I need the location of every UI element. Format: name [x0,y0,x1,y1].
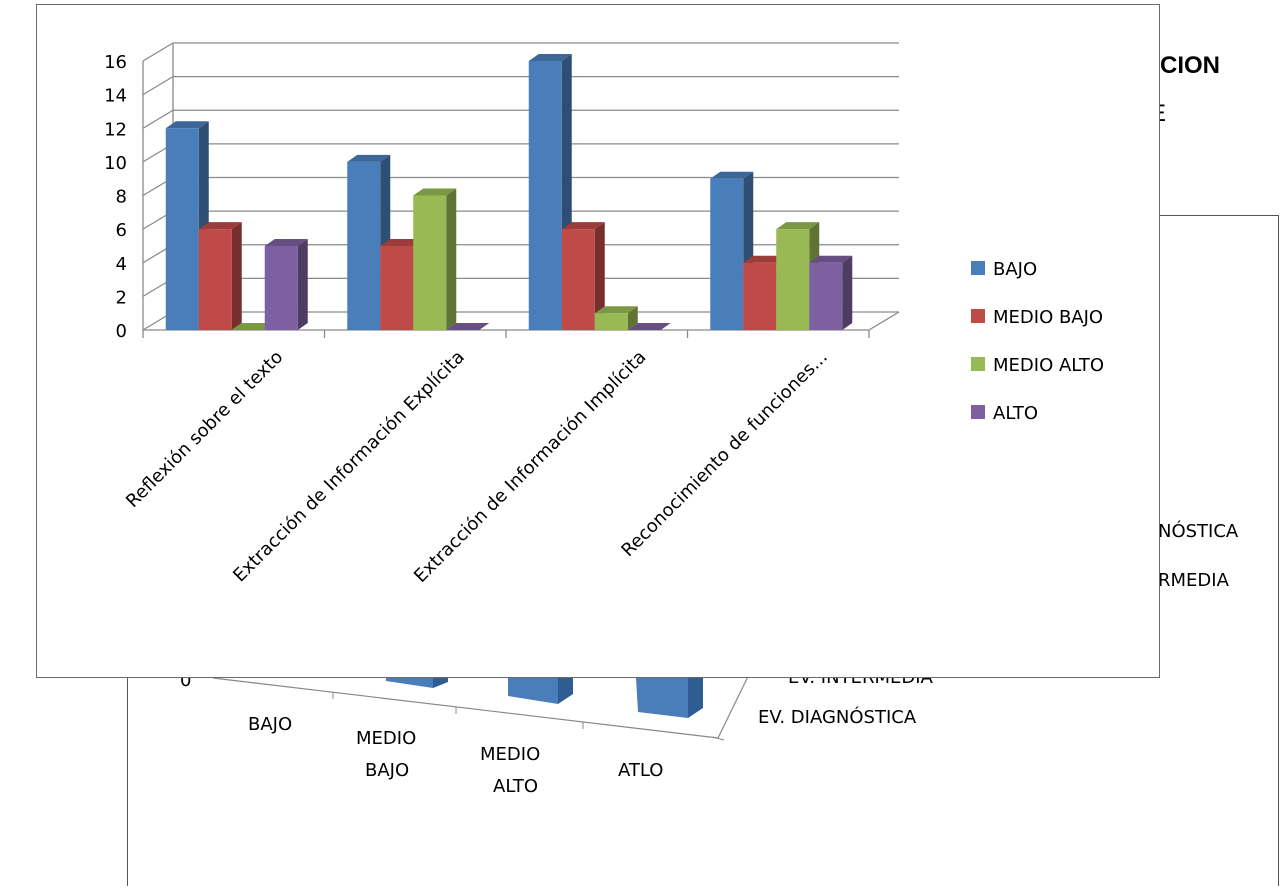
bar-top-face [743,255,787,263]
background-chart: 0 BAJO MEDIO BAJO MEDIO ALTO ATLO EV. IN… [180,520,1239,797]
bar-side-face [446,188,457,330]
bar-front-face [809,262,843,330]
bar-top-face [594,306,638,314]
back-tick-4 [712,736,725,741]
bar [198,222,242,330]
grid-diagonal [142,42,174,62]
background-title-fragment-1: CION [1160,52,1220,79]
bar-side-face [297,238,308,330]
y-tick-label: 8 [116,187,127,208]
back-category-bajo: BAJO [248,714,292,735]
bar-top-face [231,323,275,330]
bar-front-face [710,178,744,330]
bar-front-face [528,61,562,330]
bar-top-face [627,323,671,330]
bar-front-face [165,128,199,330]
bar-front-face [264,245,298,330]
legend-swatch [971,261,985,275]
bar-top-face [776,222,820,230]
back-category-medio-bajo-line2: BAJO [365,760,409,781]
back-category-medio-alto-line2: ALTO [493,776,538,797]
bar-top-face [528,54,572,61]
bar-front-face [380,245,414,330]
y-tick-label: 16 [104,52,127,73]
bar-top-face [561,222,605,230]
bar [231,323,275,330]
back-series-diagnostica: EV. DIAGNÓSTICA [758,706,917,728]
bar-front-face [594,313,628,330]
bar [446,323,490,330]
back-category-medio-alto-line1: MEDIO [480,744,540,765]
bar-top-face [809,255,853,263]
legend: BAJO MEDIO BAJO MEDIO ALTO ALTO [971,259,1104,424]
y-tick-label: 12 [104,119,127,140]
bar-top-face [446,323,490,330]
bar-top-face [264,238,308,246]
x-category-label: Reflexión sobre el texto [122,347,287,512]
bar-side-face [594,222,605,330]
bar-side-face [231,222,242,330]
bar-top-face [380,238,424,246]
back-legend-fragment-diagnostica: NÓSTICA [1158,520,1239,542]
back-bar-medio-alto [508,672,573,704]
back-legend-fragment-intermedia: RMEDIA [1158,570,1230,591]
bar-front-face [776,229,810,330]
bar-top-face [165,121,209,129]
legend-swatch [971,357,985,371]
bar-top-face [198,222,242,230]
bar [627,323,671,330]
bar-top-face [710,171,754,179]
chart-panel: 0 2 4 6 8 10 12 14 16 Reflexión sobre el texto Ext… [36,4,1160,678]
floor-right-edge [868,311,900,331]
bar-front-face [743,262,777,330]
bar [594,306,638,330]
x-category-label: Reconocimiento de funciones... [617,347,831,561]
bar [561,222,605,330]
y-tick-label: 6 [116,220,127,241]
bar-front-face [413,195,447,330]
legend-swatch [971,405,985,419]
back-y-tick-zero: 0 [180,670,191,691]
y-tick-label: 2 [116,287,127,308]
bar [413,188,457,330]
bar-front-face [198,229,232,330]
bar [809,255,853,330]
bar-front-face [347,161,381,330]
back-category-medio-bajo-line1: MEDIO [356,728,416,749]
y-tick-label: 4 [116,254,127,275]
legend-label: MEDIO ALTO [993,355,1104,376]
legend-label: ALTO [993,403,1038,424]
legend-label: MEDIO BAJO [993,307,1103,328]
bar-front-face [561,229,595,330]
bar-side-face [627,306,638,330]
back-floor-axis [212,677,719,739]
grid-diagonal [142,109,174,129]
bar-top-face [347,154,391,162]
legend-swatch [971,309,985,323]
bars-layer [165,54,853,330]
bar [264,238,308,330]
bar-side-face [842,255,853,330]
bar [165,121,209,330]
bar-top-face [413,188,457,196]
y-tick-label: 0 [116,321,127,342]
y-tick-label: 10 [104,153,127,174]
back-category-atlo: ATLO [618,760,663,781]
y-tick-label: 14 [104,86,127,107]
grid-diagonal [142,76,174,96]
legend-label: BAJO [993,259,1037,280]
back-bar-atlo [636,672,703,718]
